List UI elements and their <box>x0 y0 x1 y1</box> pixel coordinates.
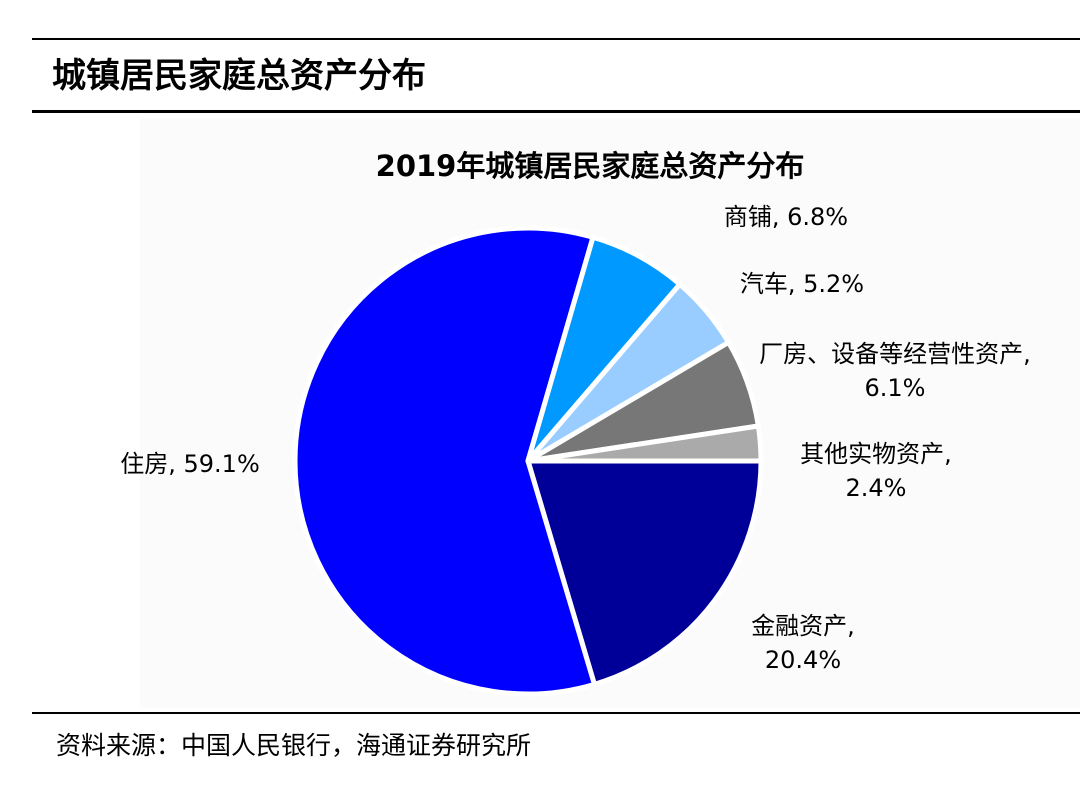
top-rule <box>32 38 1080 40</box>
slice-label-0: 金融资产, 20.4% <box>751 612 855 674</box>
pie-slice-1 <box>292 225 597 697</box>
pie-slice-0 <box>525 458 764 687</box>
slice-label-line: 2.4% <box>846 474 907 502</box>
slice-label-line: 20.4% <box>765 646 841 674</box>
slice-label-line: 商铺, 6.8% <box>724 203 848 231</box>
slice-label-2: 商铺, 6.8% <box>724 203 848 231</box>
slice-labels: 金融资产, 20.4% 住房, 59.1% 商铺, 6.8% 汽车, 5.2% 厂房、设备… <box>120 203 1031 674</box>
chart-title: 2019年城镇居民家庭总资产分布 <box>376 149 805 183</box>
slice-label-line: 其他实物资产, <box>800 440 952 468</box>
slice-label-5: 其他实物资产, 2.4% <box>800 440 952 502</box>
footer-rule <box>32 712 1080 714</box>
source-note: 资料来源：中国人民银行，海通证券研究所 <box>56 731 532 760</box>
slice-label-line: 住房, 59.1% <box>120 450 260 478</box>
slice-label-line: 厂房、设备等经营性资产, <box>759 340 1031 368</box>
slice-label-line: 金融资产, <box>751 612 855 640</box>
slice-label-line: 6.1% <box>865 374 926 402</box>
pie-slices <box>292 225 764 697</box>
page-title: 城镇居民家庭总资产分布 <box>52 56 426 96</box>
slice-label-3: 汽车, 5.2% <box>740 270 864 298</box>
slice-label-4: 厂房、设备等经营性资产, 6.1% <box>759 340 1031 402</box>
pie-slice-5 <box>525 423 764 464</box>
header-rule <box>32 110 1080 113</box>
slice-label-1: 住房, 59.1% <box>120 450 260 478</box>
slice-label-line: 汽车, 5.2% <box>740 270 864 298</box>
